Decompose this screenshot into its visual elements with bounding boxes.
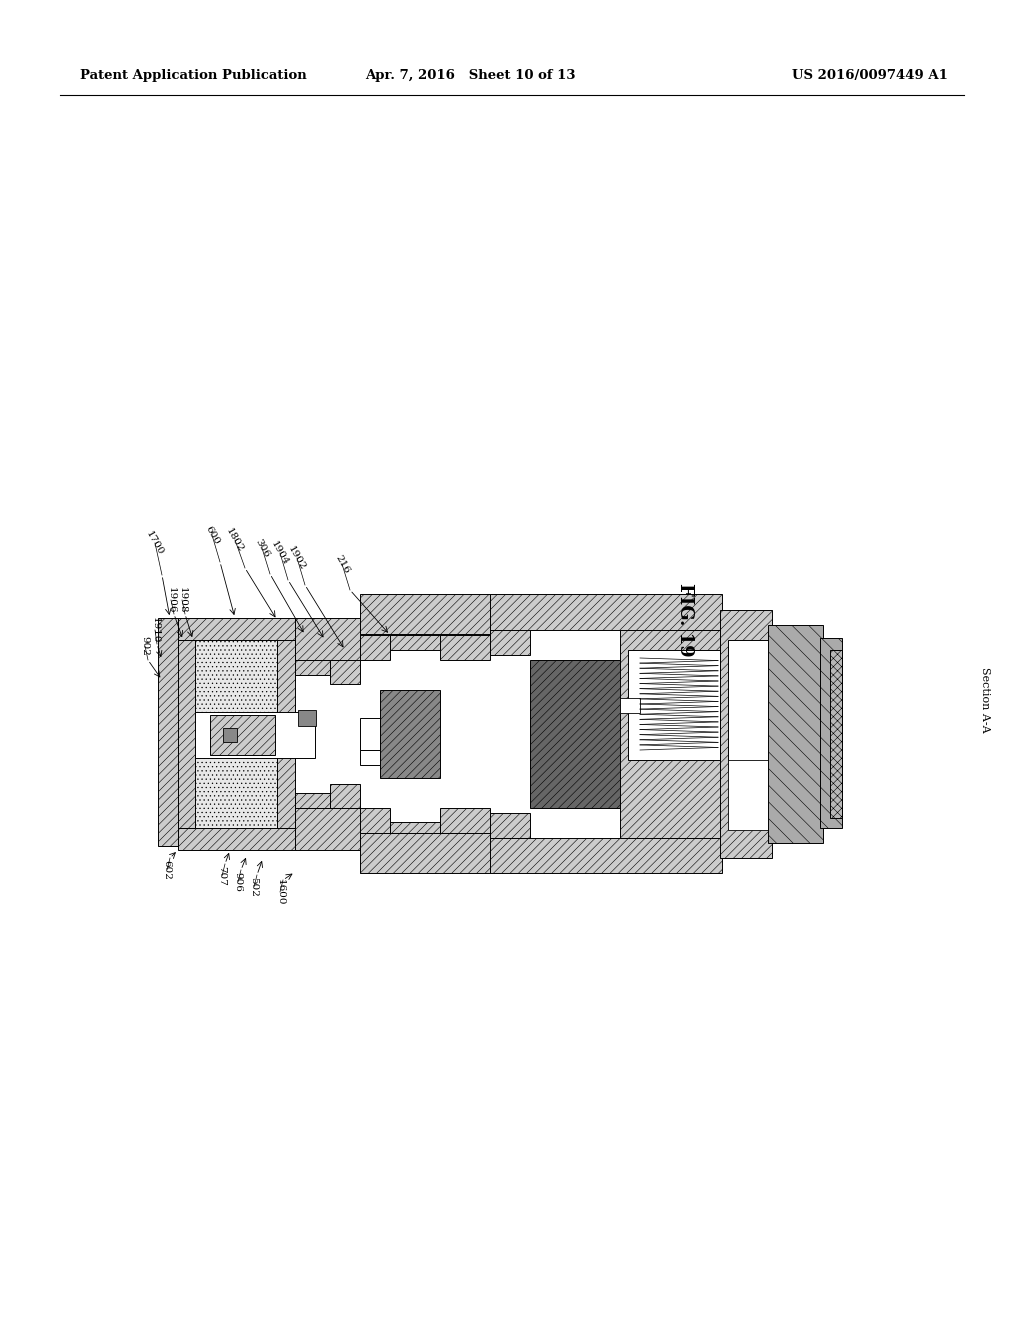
Polygon shape	[390, 822, 440, 833]
Polygon shape	[440, 808, 490, 833]
Text: 1802: 1802	[224, 527, 246, 553]
Polygon shape	[728, 640, 772, 770]
Polygon shape	[295, 618, 360, 660]
Polygon shape	[330, 660, 360, 684]
Text: Apr. 7, 2016   Sheet 10 of 13: Apr. 7, 2016 Sheet 10 of 13	[365, 69, 575, 82]
Polygon shape	[223, 729, 237, 742]
Polygon shape	[820, 638, 842, 828]
Polygon shape	[490, 594, 722, 630]
Text: 602: 602	[163, 861, 171, 880]
Text: 1902: 1902	[287, 544, 307, 572]
Text: Patent Application Publication: Patent Application Publication	[80, 69, 307, 82]
Polygon shape	[440, 635, 490, 660]
Polygon shape	[178, 828, 296, 850]
Polygon shape	[178, 618, 296, 640]
Polygon shape	[620, 630, 725, 838]
Text: 1904: 1904	[269, 540, 291, 566]
Polygon shape	[295, 660, 330, 675]
Polygon shape	[728, 760, 772, 830]
Text: 502: 502	[250, 876, 258, 896]
Polygon shape	[620, 698, 640, 713]
Polygon shape	[830, 649, 842, 818]
Text: 1910: 1910	[151, 616, 160, 643]
Polygon shape	[360, 833, 490, 873]
Text: US 2016/0097449 A1: US 2016/0097449 A1	[792, 69, 948, 82]
Polygon shape	[330, 784, 360, 808]
Text: 216: 216	[333, 553, 351, 574]
Text: 1906: 1906	[167, 587, 175, 614]
Text: 1908: 1908	[177, 587, 186, 614]
Polygon shape	[158, 618, 178, 846]
Text: 906: 906	[233, 873, 243, 892]
Polygon shape	[195, 711, 315, 758]
Polygon shape	[360, 750, 380, 766]
Polygon shape	[178, 640, 196, 828]
Text: 306: 306	[253, 537, 271, 558]
Text: FIG. 19: FIG. 19	[676, 583, 694, 657]
Polygon shape	[210, 715, 275, 755]
Polygon shape	[530, 660, 622, 808]
Polygon shape	[295, 808, 360, 850]
Polygon shape	[295, 793, 330, 808]
Text: 1600: 1600	[275, 879, 285, 906]
Polygon shape	[628, 649, 720, 760]
Polygon shape	[490, 838, 722, 873]
Polygon shape	[195, 640, 278, 828]
Polygon shape	[490, 630, 530, 655]
Polygon shape	[390, 635, 440, 649]
Text: Section A-A: Section A-A	[980, 667, 990, 733]
Polygon shape	[298, 710, 316, 726]
Polygon shape	[360, 718, 380, 750]
Polygon shape	[380, 690, 440, 777]
Text: 707: 707	[217, 866, 226, 886]
Text: 600: 600	[203, 524, 221, 546]
Polygon shape	[360, 635, 390, 660]
Text: 1700: 1700	[144, 529, 166, 557]
Polygon shape	[490, 813, 530, 838]
Polygon shape	[360, 594, 490, 634]
Polygon shape	[768, 624, 823, 843]
Polygon shape	[278, 640, 295, 828]
Text: 902: 902	[140, 636, 150, 656]
Polygon shape	[360, 808, 390, 833]
Polygon shape	[720, 610, 772, 858]
